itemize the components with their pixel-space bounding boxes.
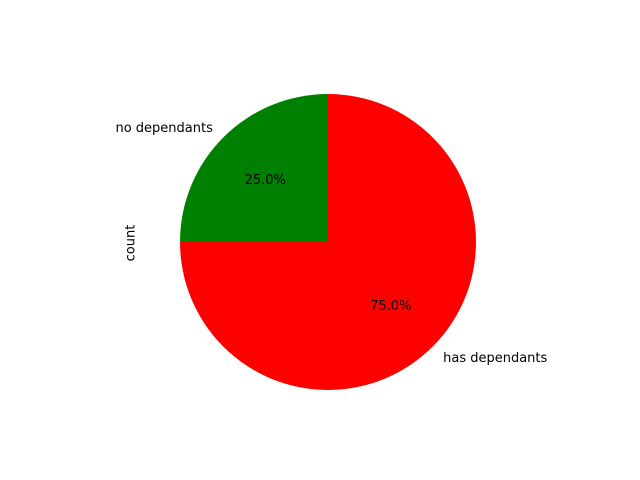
slice-percent-label: 25.0% xyxy=(245,173,286,188)
y-axis-label: count xyxy=(123,224,139,262)
pie-slice-no-dependants xyxy=(180,94,328,242)
slice-percent-label: 75.0% xyxy=(370,299,411,314)
slice-label: no dependants xyxy=(115,121,213,136)
pie-slice-has-dependants xyxy=(180,94,476,390)
labels-layer: no dependants 25.0% has dependants 75.0% xyxy=(115,121,547,366)
slice-label: has dependants xyxy=(443,351,547,366)
slices-layer xyxy=(180,94,476,390)
